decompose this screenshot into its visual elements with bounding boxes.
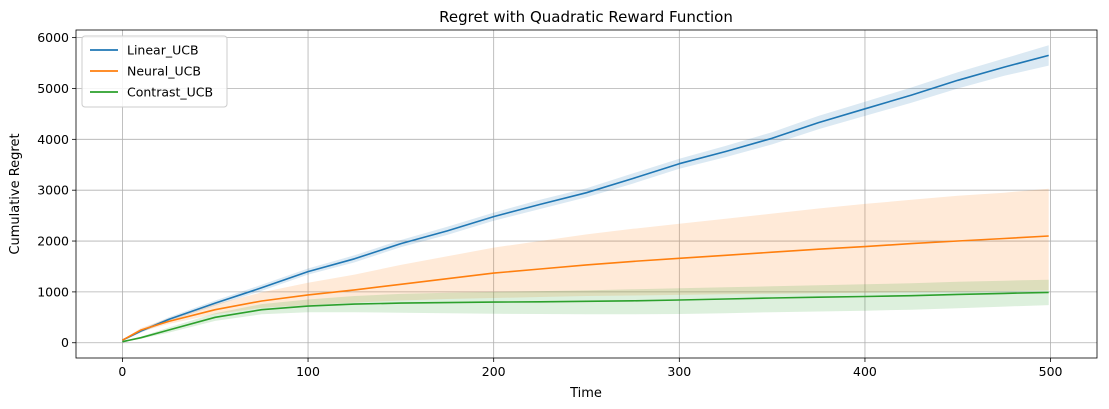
y-tick-label: 2000 — [37, 234, 69, 249]
contrast-ucb-band — [122, 279, 1049, 342]
contrast-ucb-line — [122, 291, 1049, 343]
axis-ticks: 0 100 200 300 400 500010002000300040005000600… — [37, 30, 1062, 379]
x-axis-label: Time — [569, 386, 602, 401]
y-axis-label: Cumulative Regret — [8, 133, 23, 254]
y-tick-label: 5000 — [37, 81, 69, 96]
legend-entry-neural-ucb: Neural_UCB — [127, 64, 201, 79]
grid-lines — [76, 30, 1097, 358]
plot-frame — [75, 29, 1098, 359]
neural-ucb-line — [122, 235, 1049, 341]
x-tick-label: 100 — [296, 364, 320, 379]
legend-entry-contrast-ucb: Contrast_UCB — [127, 85, 213, 100]
y-tick-label: 6000 — [37, 30, 69, 45]
x-tick-label: 0 — [118, 364, 126, 379]
y-tick-label: 3000 — [37, 183, 69, 198]
chart-title: Regret with Quadratic Reward Function — [439, 8, 733, 26]
legend: Linear_UCB Neural_UCB Contrast_UCB — [81, 35, 228, 108]
y-tick-label: 4000 — [37, 132, 69, 147]
x-tick-label: 400 — [853, 364, 877, 379]
x-tick-label: 500 — [1039, 364, 1063, 379]
y-tick-label: 0 — [61, 335, 69, 350]
x-tick-label: 200 — [482, 364, 506, 379]
linear-ucb-line — [122, 54, 1049, 341]
legend-entry-linear-ucb: Linear_UCB — [127, 43, 199, 58]
legend-box — [81, 35, 228, 108]
x-tick-label: 300 — [667, 364, 691, 379]
series-lines — [122, 54, 1049, 343]
y-tick-label: 1000 — [37, 284, 69, 299]
